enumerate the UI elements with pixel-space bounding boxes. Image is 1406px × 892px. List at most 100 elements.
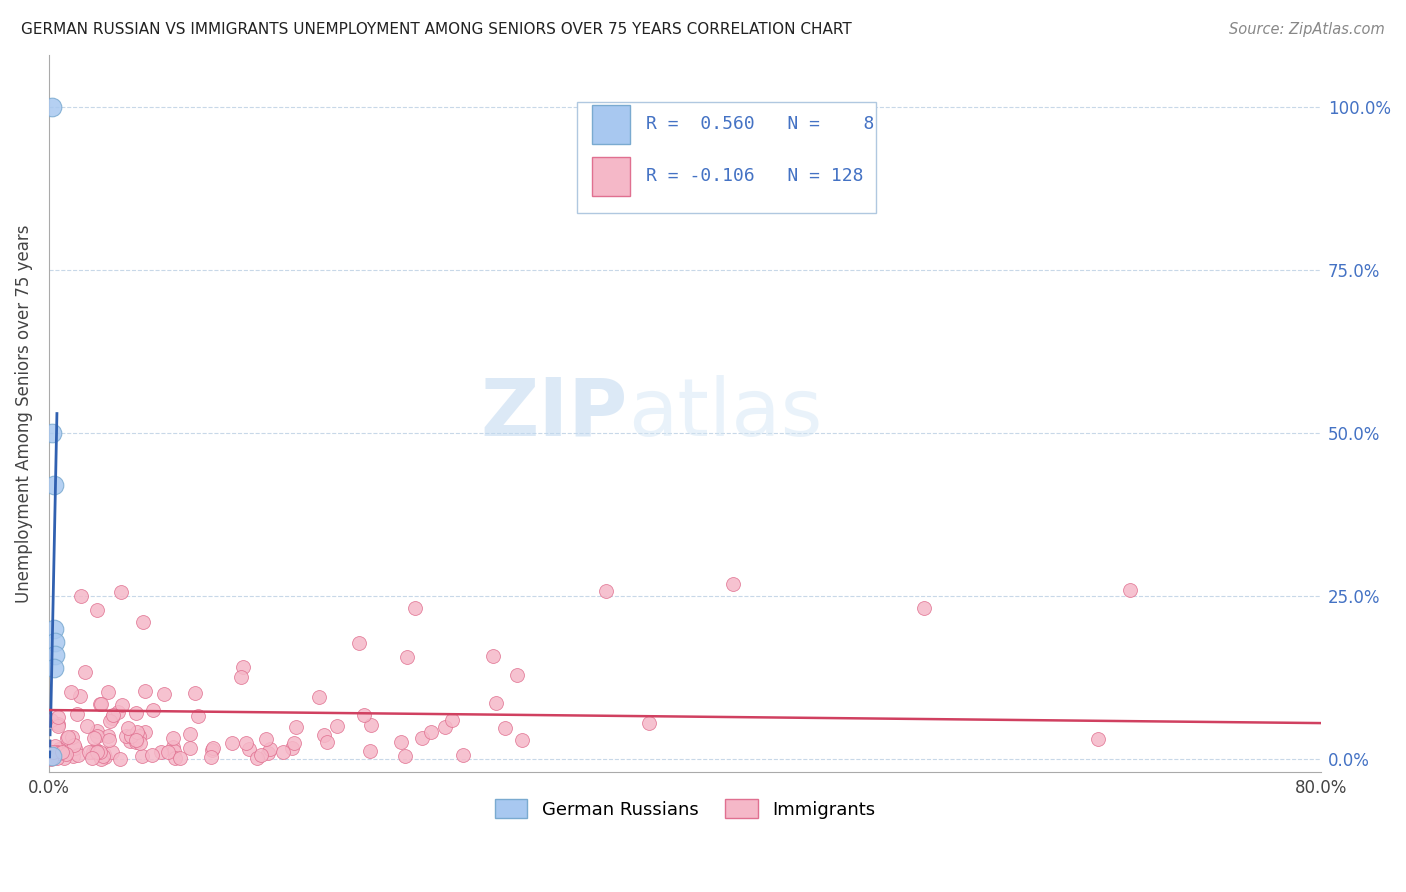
Point — [46, 751, 69, 765]
Point — [120, 729, 142, 743]
Point — [110, 585, 132, 599]
Point — [128, 736, 150, 750]
Point — [46, 709, 69, 723]
Point — [127, 725, 149, 739]
Point — [41, 426, 63, 441]
Point — [134, 725, 156, 739]
Point — [506, 668, 529, 682]
Point — [419, 724, 441, 739]
Point — [202, 740, 225, 755]
Point — [162, 739, 184, 754]
Point — [89, 697, 111, 711]
Point — [90, 697, 112, 711]
Point — [60, 685, 83, 699]
Point — [63, 740, 86, 755]
Point — [125, 735, 148, 749]
Point — [395, 650, 418, 665]
Point — [73, 665, 96, 680]
FancyBboxPatch shape — [592, 157, 630, 196]
Point — [256, 731, 278, 746]
Point — [76, 719, 98, 733]
Text: Source: ZipAtlas.com: Source: ZipAtlas.com — [1229, 22, 1385, 37]
Point — [394, 749, 416, 764]
Point — [353, 708, 375, 723]
Point — [83, 731, 105, 745]
Text: R = -0.106   N = 128: R = -0.106 N = 128 — [645, 168, 863, 186]
Point — [117, 721, 139, 735]
Point — [107, 705, 129, 719]
Point — [134, 683, 156, 698]
Point — [221, 736, 243, 750]
Text: ZIP: ZIP — [481, 375, 627, 452]
Point — [284, 720, 307, 734]
Point — [153, 687, 176, 701]
Point — [69, 589, 91, 603]
Point — [238, 742, 260, 756]
Point — [142, 702, 165, 716]
Point — [44, 648, 66, 662]
Point — [60, 731, 83, 745]
Point — [84, 743, 107, 757]
Point — [638, 715, 661, 730]
Point — [389, 734, 412, 748]
Point — [494, 721, 516, 735]
Point — [150, 745, 173, 759]
Point — [48, 746, 70, 760]
Point — [256, 746, 278, 760]
Point — [326, 719, 349, 733]
Point — [485, 696, 508, 710]
Point — [125, 732, 148, 747]
Point — [91, 749, 114, 764]
Point — [132, 615, 155, 629]
Point — [347, 636, 370, 650]
Point — [120, 734, 142, 748]
Point — [229, 670, 252, 684]
Point — [281, 741, 304, 756]
Legend: German Russians, Immigrants: German Russians, Immigrants — [488, 792, 883, 826]
Point — [86, 603, 108, 617]
Point — [80, 751, 103, 765]
Point — [359, 744, 381, 758]
Point — [115, 729, 138, 743]
Point — [48, 717, 70, 731]
Point — [48, 741, 70, 756]
Point — [163, 744, 186, 758]
Point — [433, 720, 456, 734]
Point — [1119, 582, 1142, 597]
Point — [51, 745, 73, 759]
Point — [510, 733, 533, 747]
Point — [100, 711, 122, 725]
Point — [108, 751, 131, 765]
Point — [201, 743, 224, 757]
Point — [441, 713, 464, 727]
Point — [404, 600, 426, 615]
Point — [46, 745, 69, 759]
Point — [86, 730, 108, 744]
Point — [721, 577, 744, 591]
Point — [249, 748, 271, 763]
FancyBboxPatch shape — [592, 104, 630, 144]
Point — [42, 745, 65, 759]
Point — [111, 698, 134, 712]
Point — [86, 745, 108, 759]
Point — [360, 717, 382, 731]
Text: R =  0.560   N =    8: R = 0.560 N = 8 — [645, 115, 875, 133]
Point — [169, 751, 191, 765]
Point — [187, 709, 209, 723]
Point — [411, 731, 433, 746]
Point — [63, 739, 86, 753]
Point — [101, 745, 124, 759]
Point — [44, 739, 66, 753]
Point — [39, 713, 62, 727]
Point — [259, 742, 281, 756]
Point — [67, 747, 90, 762]
Point — [97, 685, 120, 699]
Point — [41, 100, 63, 114]
Point — [314, 728, 336, 742]
Point — [93, 747, 115, 761]
FancyBboxPatch shape — [576, 102, 876, 213]
Point — [315, 734, 337, 748]
Point — [42, 661, 65, 675]
Y-axis label: Unemployment Among Seniors over 75 years: Unemployment Among Seniors over 75 years — [15, 224, 32, 603]
Point — [56, 731, 79, 745]
